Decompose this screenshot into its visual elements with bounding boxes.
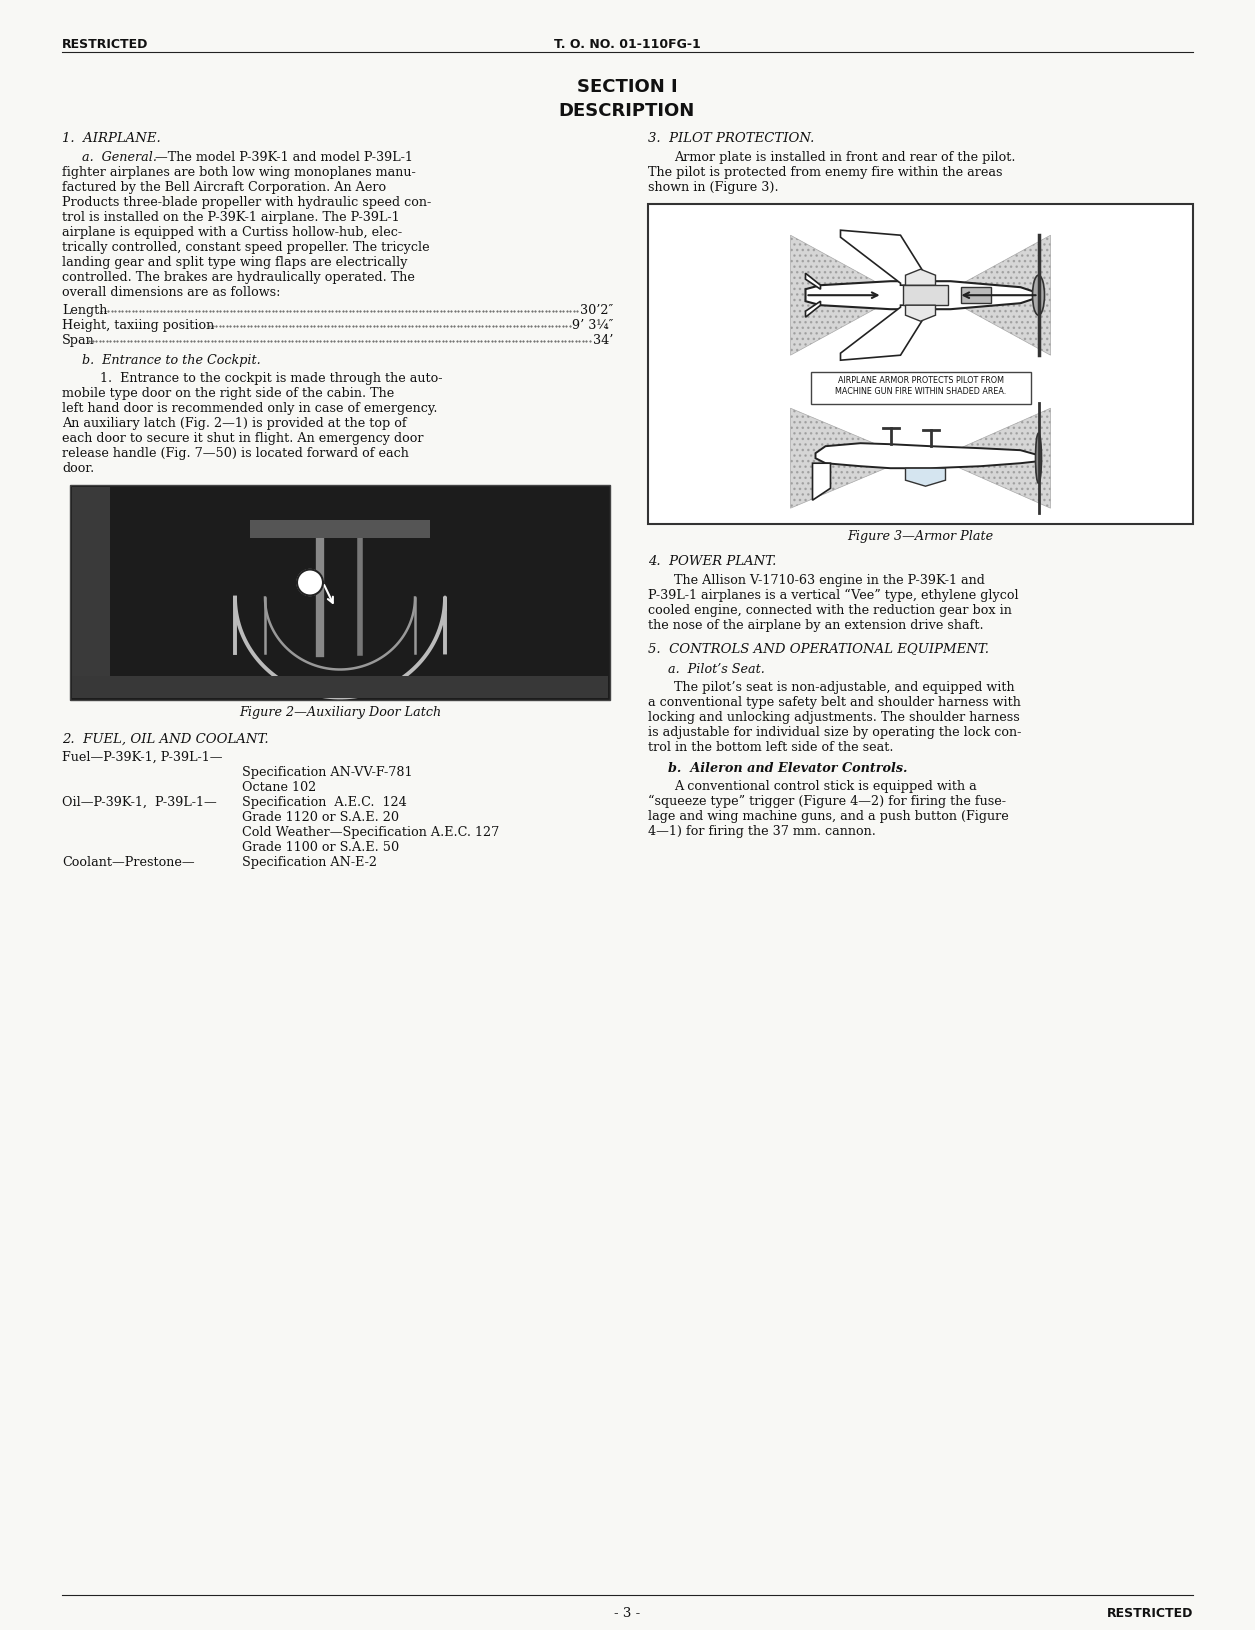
Text: Specification  A.E.C.  124: Specification A.E.C. 124: [242, 795, 407, 808]
Text: factured by the Bell Aircraft Corporation. An Aero: factured by the Bell Aircraft Corporatio…: [61, 181, 387, 194]
Text: is adjustable for individual size by operating the lock con-: is adjustable for individual size by ope…: [648, 725, 1022, 738]
Bar: [811, 372, 1030, 404]
Polygon shape: [955, 235, 1050, 355]
Text: left hand door is recommended only in case of emergency.: left hand door is recommended only in ca…: [61, 403, 438, 416]
Text: Fuel—P-39K-1, P-39L-1—: Fuel—P-39K-1, P-39L-1—: [61, 751, 222, 764]
Text: 34’: 34’: [592, 334, 612, 347]
Text: SECTION I: SECTION I: [577, 78, 678, 96]
Polygon shape: [791, 408, 891, 509]
Polygon shape: [806, 302, 821, 318]
Text: locking and unlocking adjustments. The shoulder harness: locking and unlocking adjustments. The s…: [648, 711, 1020, 724]
Text: 3.  PILOT PROTECTION.: 3. PILOT PROTECTION.: [648, 132, 814, 145]
Text: 5.  CONTROLS AND OPERATIONAL EQUIPMENT.: 5. CONTROLS AND OPERATIONAL EQUIPMENT.: [648, 642, 989, 655]
Polygon shape: [906, 305, 935, 321]
Text: a.  General.: a. General.: [82, 152, 157, 165]
Polygon shape: [841, 305, 930, 360]
Text: landing gear and split type wing flaps are electrically: landing gear and split type wing flaps a…: [61, 256, 408, 269]
Text: door.: door.: [61, 461, 94, 474]
Polygon shape: [906, 269, 935, 285]
Text: cooled engine, connected with the reduction gear box in: cooled engine, connected with the reduct…: [648, 605, 1012, 618]
Text: Figure 2—Auxiliary Door Latch: Figure 2—Auxiliary Door Latch: [238, 706, 441, 719]
Text: trol in the bottom left side of the seat.: trol in the bottom left side of the seat…: [648, 742, 894, 755]
Text: 2.  FUEL, OIL AND COOLANT.: 2. FUEL, OIL AND COOLANT.: [61, 734, 269, 747]
Text: trol is installed on the P-39K-1 airplane. The P-39L-1: trol is installed on the P-39K-1 airplan…: [61, 210, 399, 223]
Polygon shape: [816, 443, 1038, 468]
Text: 1.  AIRPLANE.: 1. AIRPLANE.: [61, 132, 161, 145]
Bar: [902, 285, 948, 305]
Text: The pilot is protected from enemy fire within the areas: The pilot is protected from enemy fire w…: [648, 166, 1003, 179]
Text: a.  Pilot’s Seat.: a. Pilot’s Seat.: [668, 663, 764, 676]
Text: Specification AN-E-2: Specification AN-E-2: [242, 856, 376, 869]
Text: shown in (Figure 3).: shown in (Figure 3).: [648, 181, 778, 194]
Text: 9’ 3¼″: 9’ 3¼″: [571, 319, 612, 333]
Polygon shape: [955, 408, 1050, 509]
Polygon shape: [841, 230, 930, 285]
Text: A conventional control stick is equipped with a: A conventional control stick is equipped…: [674, 781, 976, 794]
Text: Cold Weather—Specification A.E.C. 127: Cold Weather—Specification A.E.C. 127: [242, 826, 499, 839]
Text: Length: Length: [61, 305, 108, 316]
Text: 4.  POWER PLANT.: 4. POWER PLANT.: [648, 554, 777, 567]
Text: AIRPLANE ARMOR PROTECTS PILOT FROM: AIRPLANE ARMOR PROTECTS PILOT FROM: [837, 377, 1004, 385]
Text: “squeeze type” trigger (Figure 4—2) for firing the fuse-: “squeeze type” trigger (Figure 4—2) for …: [648, 795, 1007, 808]
Polygon shape: [806, 274, 821, 289]
Text: b.  Entrance to the Cockpit.: b. Entrance to the Cockpit.: [82, 354, 261, 367]
Text: - 3 -: - 3 -: [614, 1607, 640, 1620]
Text: The Allison V-1710-63 engine in the P-39K-1 and: The Allison V-1710-63 engine in the P-39…: [674, 574, 985, 587]
Text: An auxiliary latch (Fig. 2—1) is provided at the top of: An auxiliary latch (Fig. 2—1) is provide…: [61, 417, 407, 430]
Circle shape: [297, 569, 323, 595]
Bar: [960, 287, 990, 303]
Text: P-39L-1 airplanes is a vertical “Vee” type, ethylene glycol: P-39L-1 airplanes is a vertical “Vee” ty…: [648, 588, 1019, 601]
Ellipse shape: [1035, 434, 1042, 482]
Text: RESTRICTED: RESTRICTED: [1107, 1607, 1194, 1620]
Text: 30’2″: 30’2″: [580, 305, 612, 316]
Text: 4—1) for firing the 37 mm. cannon.: 4—1) for firing the 37 mm. cannon.: [648, 825, 876, 838]
Text: release handle (Fig. 7—50) is located forward of each: release handle (Fig. 7—50) is located fo…: [61, 447, 409, 460]
Bar: [70, 486, 610, 699]
Text: Coolant—Prestone—: Coolant—Prestone—: [61, 856, 195, 869]
Text: Armor plate is installed in front and rear of the pilot.: Armor plate is installed in front and re…: [674, 152, 1015, 165]
Text: Oil—P-39K-1,  P-39L-1—: Oil—P-39K-1, P-39L-1—: [61, 795, 217, 808]
Text: DESCRIPTION: DESCRIPTION: [558, 103, 695, 121]
Text: Grade 1120 or S.A.E. 20: Grade 1120 or S.A.E. 20: [242, 812, 399, 825]
Polygon shape: [906, 468, 945, 486]
Bar: [72, 676, 607, 698]
Text: b.  Aileron and Elevator Controls.: b. Aileron and Elevator Controls.: [668, 761, 907, 774]
Polygon shape: [806, 282, 1035, 310]
Polygon shape: [812, 463, 831, 500]
Text: MACHINE GUN FIRE WITHIN SHADED AREA.: MACHINE GUN FIRE WITHIN SHADED AREA.: [835, 388, 1007, 396]
Polygon shape: [791, 235, 886, 355]
Text: The pilot’s seat is non-adjustable, and equipped with: The pilot’s seat is non-adjustable, and …: [674, 681, 1014, 694]
Bar: [250, 520, 430, 538]
Text: Height, taxiing position: Height, taxiing position: [61, 319, 215, 333]
Text: 1.  Entrance to the cockpit is made through the auto-: 1. Entrance to the cockpit is made throu…: [100, 372, 443, 385]
Bar: [648, 204, 1194, 523]
Bar: [72, 487, 110, 698]
Text: T. O. NO. 01-110FG-1: T. O. NO. 01-110FG-1: [553, 37, 700, 51]
Text: fighter airplanes are both low wing monoplanes manu-: fighter airplanes are both low wing mono…: [61, 166, 415, 179]
Ellipse shape: [1033, 275, 1044, 315]
Text: Specification AN-VV-F-781: Specification AN-VV-F-781: [242, 766, 413, 779]
Text: a conventional type safety belt and shoulder harness with: a conventional type safety belt and shou…: [648, 696, 1020, 709]
Text: Figure 3—Armor Plate: Figure 3—Armor Plate: [847, 530, 993, 543]
Text: each door to secure it shut in flight. An emergency door: each door to secure it shut in flight. A…: [61, 432, 423, 445]
Text: Products three-blade propeller with hydraulic speed con-: Products three-blade propeller with hydr…: [61, 196, 432, 209]
Text: —The model P-39K-1 and model P-39L-1: —The model P-39K-1 and model P-39L-1: [156, 152, 413, 165]
Text: mobile type door on the right side of the cabin. The: mobile type door on the right side of th…: [61, 386, 394, 399]
Text: RESTRICTED: RESTRICTED: [61, 37, 148, 51]
Text: trically controlled, constant speed propeller. The tricycle: trically controlled, constant speed prop…: [61, 241, 429, 254]
Text: overall dimensions are as follows:: overall dimensions are as follows:: [61, 285, 281, 298]
Text: the nose of the airplane by an extension drive shaft.: the nose of the airplane by an extension…: [648, 619, 984, 632]
Text: airplane is equipped with a Curtiss hollow-hub, elec-: airplane is equipped with a Curtiss holl…: [61, 227, 402, 240]
Text: Octane 102: Octane 102: [242, 781, 316, 794]
Text: Grade 1100 or S.A.E. 50: Grade 1100 or S.A.E. 50: [242, 841, 399, 854]
Text: lage and wing machine guns, and a push button (Figure: lage and wing machine guns, and a push b…: [648, 810, 1009, 823]
Text: Span: Span: [61, 334, 94, 347]
Text: controlled. The brakes are hydraulically operated. The: controlled. The brakes are hydraulically…: [61, 271, 415, 284]
